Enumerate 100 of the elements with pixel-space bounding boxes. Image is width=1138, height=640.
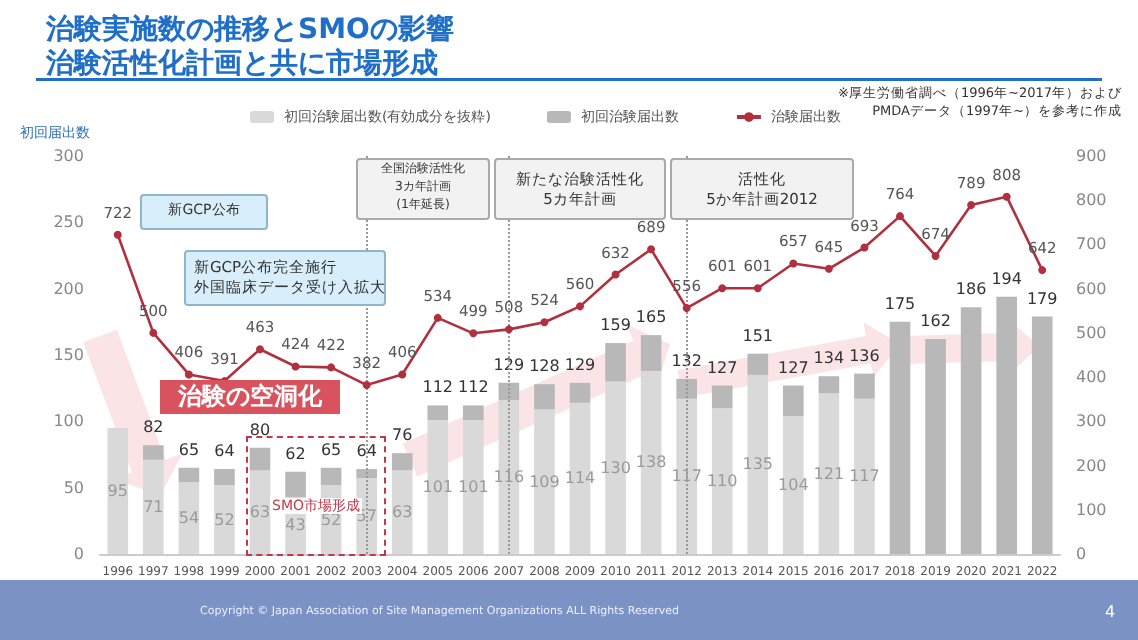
point: [398, 370, 407, 379]
data-label: 104: [778, 476, 809, 495]
bar: [249, 447, 271, 471]
bar: [676, 378, 697, 399]
y2-tick-label: 0: [1076, 545, 1087, 563]
bar: [107, 427, 129, 554]
point: [1002, 192, 1011, 201]
total-label: 80: [249, 420, 271, 439]
bar: [818, 376, 840, 394]
point: [469, 329, 478, 338]
total-label: 64: [214, 442, 235, 461]
bar: [818, 393, 840, 554]
bar: [854, 398, 875, 554]
point: [504, 325, 513, 334]
y2-tick-label: 800: [1076, 191, 1107, 210]
point: [433, 313, 442, 322]
y2-tick-label: 300: [1076, 412, 1107, 431]
point: [184, 370, 193, 379]
point: [327, 363, 336, 372]
bar: [747, 374, 769, 554]
point: [256, 345, 264, 354]
y2-tick-label: 200: [1076, 456, 1107, 475]
data-label: 114: [564, 469, 596, 488]
y2-tick-label: 500: [1076, 323, 1107, 342]
total-label: 127: [778, 358, 809, 377]
bar: [285, 471, 306, 497]
total-label: 151: [742, 326, 774, 345]
point: [647, 245, 656, 254]
bar: [178, 467, 200, 483]
bar: [854, 373, 875, 399]
data-label: 121: [813, 464, 845, 483]
bar: [747, 353, 769, 375]
data-label: 95: [107, 481, 128, 500]
point: [611, 270, 620, 279]
bar: [391, 453, 413, 471]
point: [362, 381, 371, 390]
total-label: 186: [955, 280, 987, 299]
total-label: 65: [320, 440, 342, 459]
banner: 治験の空洞化: [160, 380, 340, 414]
total-label: 136: [849, 346, 880, 365]
data-label: 52: [214, 510, 235, 529]
chart-title: 治験実施数の推移とSMOの影響: [44, 12, 454, 46]
bar: [214, 485, 235, 554]
bar: [534, 409, 555, 554]
bar: [249, 470, 271, 554]
total-label: 129: [493, 355, 525, 374]
y-tick-label: 0: [73, 545, 84, 563]
bar: [676, 398, 697, 554]
point: [149, 328, 158, 337]
data-label: 109: [529, 472, 560, 491]
total-label: 62: [285, 444, 306, 463]
bar: [711, 408, 733, 554]
bar: [463, 420, 484, 554]
point: [682, 304, 691, 313]
total-label: 194: [991, 269, 1022, 288]
bar: [569, 382, 591, 403]
bar: [1031, 316, 1053, 554]
bar: [214, 469, 235, 486]
data-label: 130: [600, 458, 631, 477]
bar: [605, 381, 626, 554]
total-label: 175: [884, 294, 916, 313]
data-label: 101: [422, 478, 454, 496]
bar: [925, 339, 946, 554]
bar: [783, 385, 804, 417]
bar: [391, 470, 413, 554]
total-label: 134: [813, 349, 845, 368]
total-label: 82: [143, 418, 164, 437]
total-label: 127: [706, 358, 738, 377]
bar: [427, 420, 449, 554]
data-label: 71: [143, 497, 164, 516]
y-tick-label: 150: [53, 346, 84, 364]
data-label: 101: [458, 478, 489, 496]
bar: [143, 445, 164, 460]
total-label: 64: [356, 442, 377, 461]
total-label: 76: [392, 426, 413, 445]
point: [1038, 266, 1047, 275]
text: 4: [1104, 603, 1116, 621]
total-label: 112: [458, 378, 489, 397]
y-tick-label: 250: [53, 213, 84, 232]
bar: [356, 469, 377, 479]
data-label: 117: [849, 467, 880, 486]
bar: [960, 307, 982, 554]
bar: [783, 416, 804, 554]
total-label: 112: [422, 378, 454, 397]
data-label: 54: [178, 509, 200, 528]
bar: [427, 405, 449, 421]
total-label: 65: [178, 440, 200, 459]
bar: [498, 382, 520, 401]
annotation: 治験の空洞化: [178, 380, 322, 414]
point: [576, 302, 584, 311]
point: [789, 259, 798, 268]
bar: [320, 467, 342, 486]
total-label: 132: [671, 351, 702, 370]
total-label: 129: [564, 355, 596, 374]
point: [931, 251, 940, 260]
point: [896, 212, 904, 221]
data-label: 43: [285, 516, 306, 535]
y2-tick-label: 100: [1076, 500, 1107, 519]
point: [291, 362, 300, 371]
bar: [640, 335, 662, 371]
